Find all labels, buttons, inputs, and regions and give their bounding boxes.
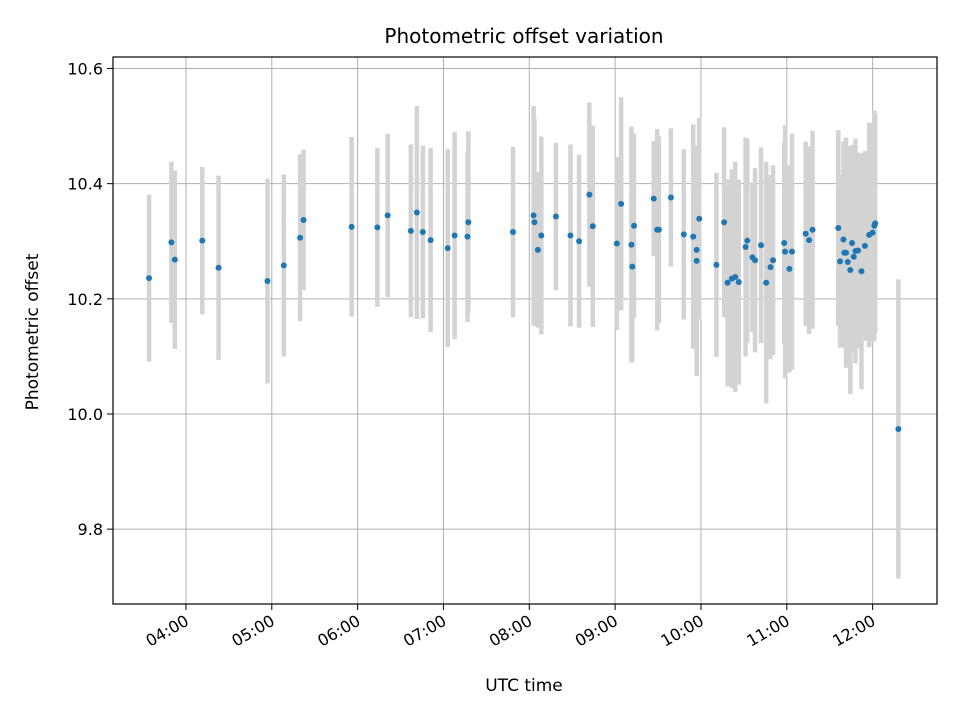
data-point	[427, 237, 434, 244]
plot-frame	[112, 56, 938, 605]
data-point	[806, 237, 813, 244]
y-tick-label: 10.2	[67, 290, 103, 309]
data-point	[215, 264, 222, 271]
data-point	[788, 248, 795, 255]
data-point	[850, 253, 857, 260]
y-axis-title: Photometric offset	[23, 253, 43, 410]
data-point	[752, 257, 759, 264]
data-point	[872, 220, 879, 227]
data-point	[861, 242, 868, 249]
data-point	[530, 212, 537, 219]
y-tick-label: 10.4	[67, 175, 103, 194]
x-axis-title: UTC time	[485, 676, 563, 696]
grid	[113, 57, 937, 604]
data-point	[869, 229, 876, 236]
data-point	[586, 191, 593, 198]
data-point	[786, 265, 793, 272]
data-point	[629, 263, 636, 270]
data-point	[758, 242, 765, 249]
data-point	[858, 268, 865, 275]
data-point	[693, 246, 700, 253]
data-point	[837, 258, 844, 265]
data-point	[735, 279, 742, 286]
data-point	[802, 230, 809, 237]
data-point	[847, 267, 854, 274]
data-point	[844, 258, 851, 265]
data-point	[781, 239, 788, 246]
data-point	[464, 233, 471, 240]
data-point	[680, 231, 687, 238]
data-point	[534, 246, 541, 253]
data-point	[809, 226, 816, 233]
data-point	[693, 257, 700, 264]
data-point	[767, 264, 774, 271]
data-point	[835, 225, 842, 232]
data-point	[171, 256, 178, 263]
data-point	[280, 262, 287, 269]
data-point	[770, 257, 777, 264]
data-point	[732, 273, 739, 280]
data-point	[650, 195, 657, 202]
data-point	[724, 279, 731, 286]
data-point	[895, 425, 902, 432]
y-tick-label: 10.6	[67, 60, 103, 79]
y-axis: 9.8 10.0 10.2 10.4 10.6	[67, 60, 113, 539]
data-point	[721, 219, 728, 226]
data-point	[744, 237, 751, 244]
data-point	[849, 239, 856, 246]
data-point	[696, 215, 703, 222]
data-point	[618, 200, 625, 207]
data-point	[451, 232, 458, 239]
data-point	[297, 234, 304, 241]
chart-title: Photometric offset variation	[384, 24, 663, 48]
data-point	[655, 226, 662, 233]
y-tick-label: 9.8	[78, 520, 103, 539]
data-points	[146, 191, 902, 432]
data-point	[465, 219, 472, 226]
data-point	[840, 236, 847, 243]
data-point	[509, 229, 516, 236]
data-point	[146, 275, 153, 282]
data-point	[384, 212, 391, 219]
data-point	[199, 237, 206, 244]
y-tick-label: 10.0	[67, 405, 103, 424]
data-point	[552, 213, 559, 220]
data-point	[264, 277, 271, 284]
data-point	[763, 279, 770, 286]
data-point	[419, 229, 426, 236]
data-point	[300, 216, 307, 223]
data-point	[413, 209, 420, 216]
data-point	[855, 247, 862, 254]
data-point	[589, 223, 596, 230]
data-point	[567, 232, 574, 239]
data-point	[631, 222, 638, 229]
data-point	[843, 249, 850, 256]
data-point	[628, 241, 635, 248]
data-point	[576, 238, 583, 245]
data-point	[531, 219, 538, 226]
data-point	[613, 240, 620, 247]
data-point	[348, 223, 355, 230]
data-point	[374, 224, 381, 231]
data-point	[742, 244, 749, 251]
data-point	[690, 233, 697, 240]
data-point	[168, 239, 175, 246]
data-point	[407, 227, 414, 234]
data-point	[782, 248, 789, 255]
data-point	[538, 232, 545, 239]
data-point	[667, 194, 674, 201]
data-point	[713, 261, 720, 268]
data-point	[444, 245, 451, 252]
